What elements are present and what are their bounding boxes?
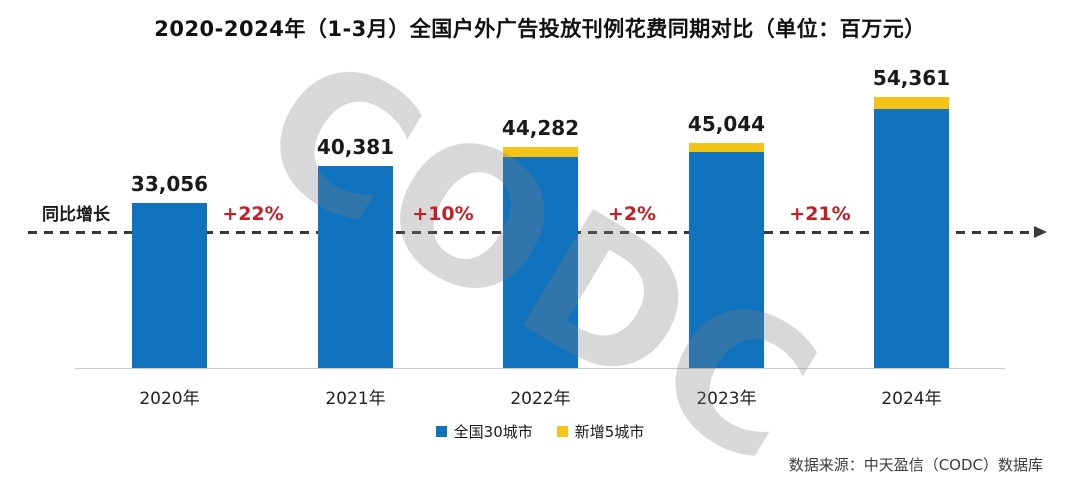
bar-value-label: 40,381 xyxy=(316,135,395,159)
legend: 全国30城市 新增5城市 xyxy=(0,421,1080,442)
bar-2022 xyxy=(503,147,578,368)
x-axis-label: 2023年 xyxy=(696,389,757,409)
x-axis-label: 2021年 xyxy=(325,389,386,409)
bar-segment-national30 xyxy=(689,152,764,368)
legend-item-national30: 全国30城市 xyxy=(435,421,533,442)
bar-group-2021: 40,381 2021年 xyxy=(317,135,394,409)
bar-group-2023: 45,044 2023年 xyxy=(688,112,765,409)
growth-pct-2023: +2% xyxy=(607,203,657,225)
x-axis-label: 2024年 xyxy=(881,389,942,409)
bar-value-label: 54,361 xyxy=(872,66,951,90)
bar-segment-national30 xyxy=(318,166,393,368)
arrow-right-icon xyxy=(1034,226,1047,238)
bar-2021 xyxy=(318,166,393,368)
data-source-note: 数据来源：中天盈信（CODC）数据库 xyxy=(788,456,1043,474)
legend-label: 全国30城市 xyxy=(453,423,533,441)
bar-group-2020: 33,056 2020年 xyxy=(131,172,208,409)
bar-segment-national30 xyxy=(503,157,578,368)
growth-pct-2022: +10% xyxy=(412,203,474,225)
bar-segment-national30 xyxy=(874,109,949,368)
x-axis-baseline xyxy=(75,368,1005,369)
bar-group-2022: 44,282 2022年 xyxy=(502,116,579,409)
bar-value-label: 45,044 xyxy=(687,112,766,136)
growth-pct-2024: +21% xyxy=(789,203,851,225)
bar-value-label: 33,056 xyxy=(130,172,209,196)
legend-label: 新增5城市 xyxy=(574,423,645,441)
x-axis-label: 2022年 xyxy=(510,389,571,409)
bar-2023 xyxy=(689,143,764,368)
growth-axis-label: 同比增长 xyxy=(42,205,110,225)
bar-group-2024: 54,361 2024年 xyxy=(873,66,950,409)
growth-pct-2021: +22% xyxy=(222,203,284,225)
x-axis-label: 2020年 xyxy=(139,389,200,409)
legend-item-new5cities: 新增5城市 xyxy=(556,421,645,442)
bar-segment-national30 xyxy=(132,203,207,368)
bar-value-label: 44,282 xyxy=(501,116,580,140)
yellow-square-icon xyxy=(556,426,568,437)
blue-square-icon xyxy=(435,426,447,437)
bar-segment-new5cities xyxy=(874,97,949,109)
bar-segment-new5cities xyxy=(689,143,764,152)
bar-2020 xyxy=(132,203,207,368)
chart-title: 2020-2024年（1-3月）全国户外广告投放刊例花费同期对比（单位：百万元） xyxy=(154,17,926,41)
bar-2024 xyxy=(874,97,949,368)
bar-segment-new5cities xyxy=(503,147,578,157)
